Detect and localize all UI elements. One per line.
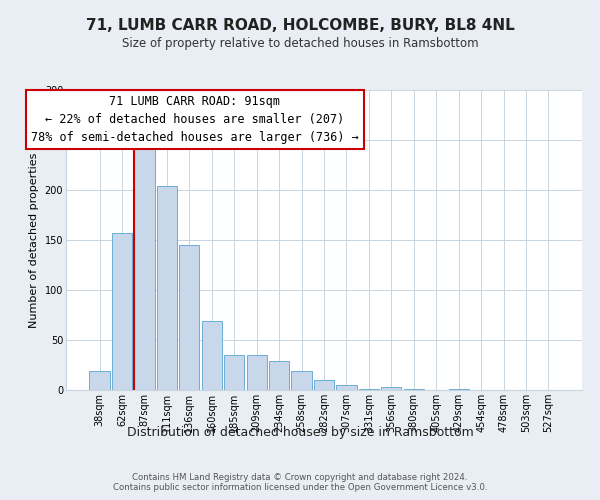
Text: Distribution of detached houses by size in Ramsbottom: Distribution of detached houses by size …	[127, 426, 473, 439]
Text: Contains HM Land Registry data © Crown copyright and database right 2024.: Contains HM Land Registry data © Crown c…	[132, 472, 468, 482]
Bar	[449, 389, 469, 390]
Bar	[269, 361, 289, 390]
Bar	[157, 186, 177, 390]
Text: 71, LUMB CARR ROAD, HOLCOMBE, BURY, BL8 4NL: 71, LUMB CARR ROAD, HOLCOMBE, BURY, BL8 …	[86, 18, 514, 32]
Bar	[112, 233, 132, 390]
Bar	[247, 355, 267, 390]
Y-axis label: Number of detached properties: Number of detached properties	[29, 152, 39, 328]
Bar	[202, 321, 222, 390]
Text: 71 LUMB CARR ROAD: 91sqm
← 22% of detached houses are smaller (207)
78% of semi-: 71 LUMB CARR ROAD: 91sqm ← 22% of detach…	[31, 95, 359, 144]
Bar	[359, 389, 379, 390]
Bar	[292, 371, 311, 390]
Text: Contains public sector information licensed under the Open Government Licence v3: Contains public sector information licen…	[113, 484, 487, 492]
Text: Size of property relative to detached houses in Ramsbottom: Size of property relative to detached ho…	[122, 38, 478, 51]
Bar	[179, 245, 199, 390]
Bar	[404, 389, 424, 390]
Bar	[134, 140, 155, 390]
Bar	[89, 371, 110, 390]
Bar	[224, 355, 244, 390]
Bar	[381, 387, 401, 390]
Bar	[314, 380, 334, 390]
Bar	[337, 385, 356, 390]
